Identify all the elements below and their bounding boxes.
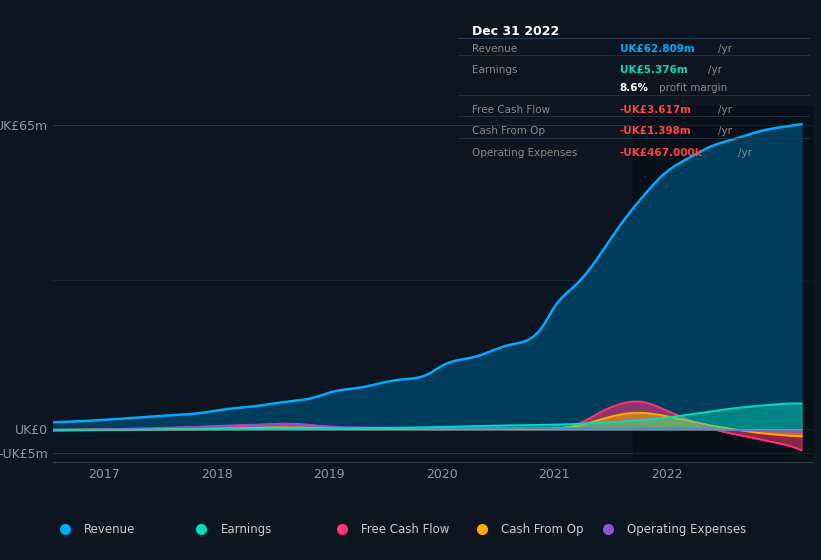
Text: Earnings: Earnings [221,522,272,536]
Text: Earnings: Earnings [472,65,518,75]
Text: 8.6%: 8.6% [620,83,649,92]
Text: -UK£1.398m: -UK£1.398m [620,126,691,136]
Text: Revenue: Revenue [472,44,517,54]
Bar [633,106,813,462]
Text: /yr: /yr [718,126,732,136]
Text: Free Cash Flow: Free Cash Flow [361,522,449,536]
Text: /yr: /yr [718,105,732,115]
Text: /yr: /yr [718,44,732,54]
Text: -UK£467.000k: -UK£467.000k [620,148,703,158]
Text: /yr: /yr [709,65,722,75]
Text: Operating Expenses: Operating Expenses [472,148,577,158]
Text: UK£62.809m: UK£62.809m [620,44,695,54]
Text: profit margin: profit margin [659,83,727,92]
Text: Revenue: Revenue [84,522,135,536]
Text: /yr: /yr [738,148,752,158]
Text: Dec 31 2022: Dec 31 2022 [472,25,559,38]
Text: UK£5.376m: UK£5.376m [620,65,687,75]
Text: Cash From Op: Cash From Op [472,126,545,136]
Text: Operating Expenses: Operating Expenses [627,522,746,536]
Text: Cash From Op: Cash From Op [502,522,584,536]
Text: Free Cash Flow: Free Cash Flow [472,105,550,115]
Text: -UK£3.617m: -UK£3.617m [620,105,692,115]
